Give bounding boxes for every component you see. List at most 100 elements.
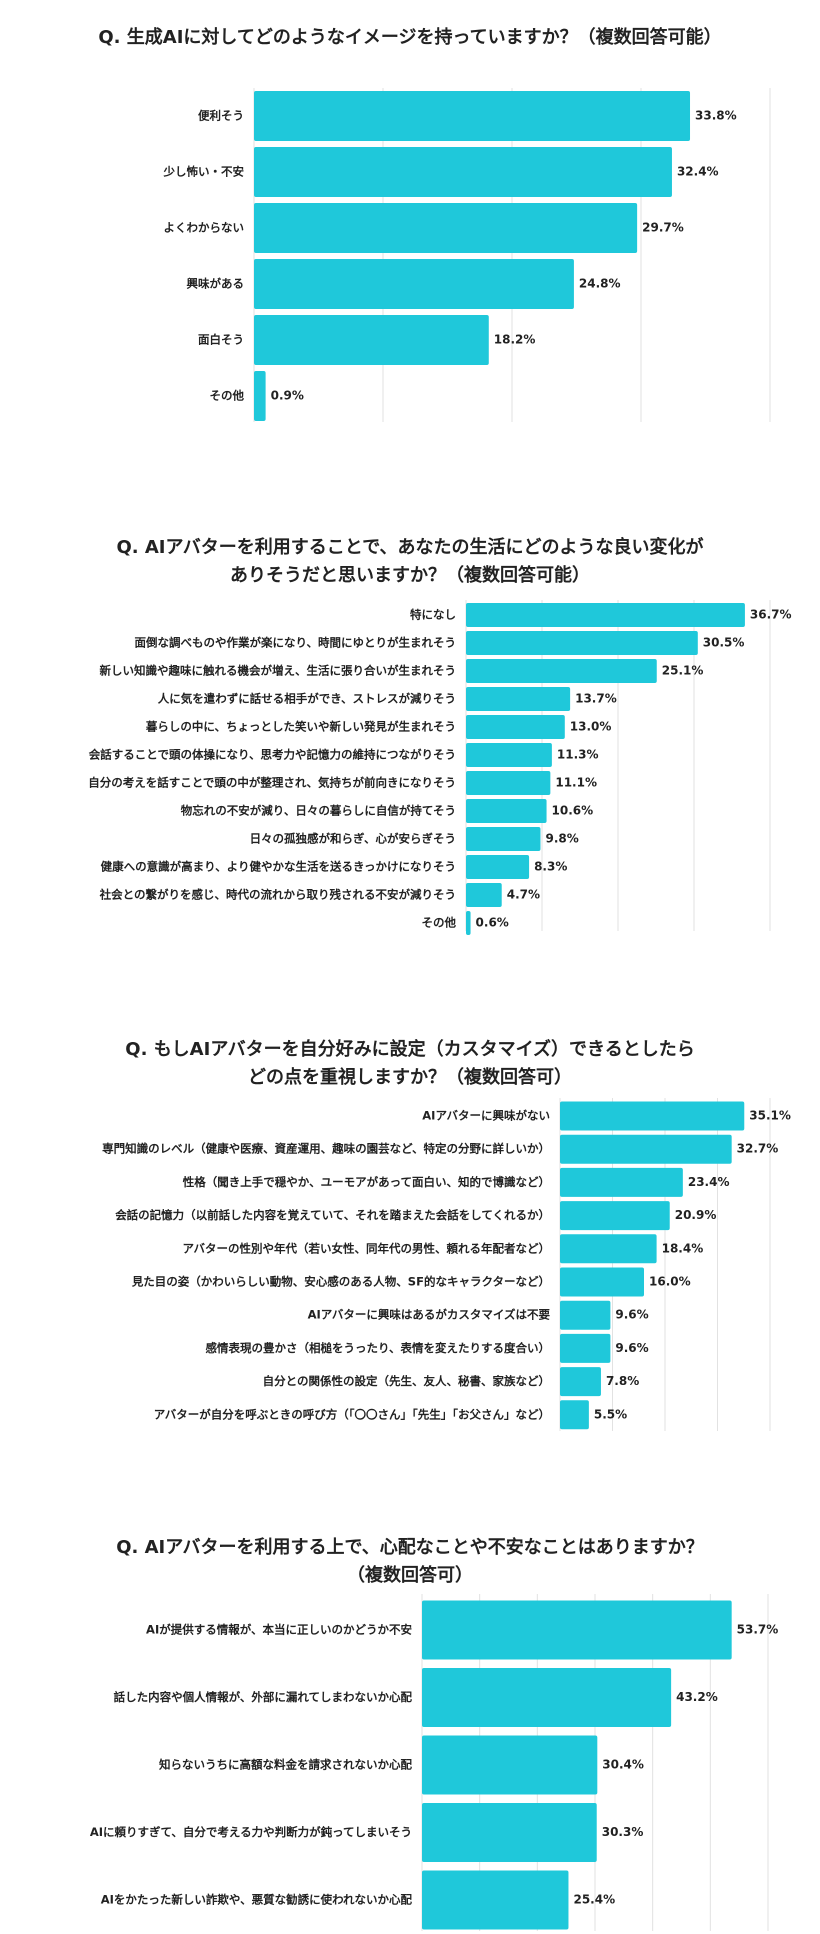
bar xyxy=(560,1333,611,1363)
bar xyxy=(254,147,672,197)
value-label: 43.2% xyxy=(676,1690,718,1704)
value-label: 30.5% xyxy=(703,636,745,650)
category-label: アバターの性別や年代（若い女性、同年代の男性、頼れる年配者など） xyxy=(182,1241,550,1255)
chart-title: Q. もしAIアバターを自分好みに設定（カスタマイズ）できるとしたら xyxy=(125,1038,694,1060)
category-label: その他 xyxy=(422,916,457,930)
value-label: 25.4% xyxy=(573,1893,615,1907)
bar xyxy=(466,743,552,767)
bar xyxy=(466,715,565,739)
value-label: 32.4% xyxy=(677,165,719,179)
bar xyxy=(422,1668,672,1727)
category-label: 自分の考えを話すことで頭の中が整理され、気持ちが前向きになりそう xyxy=(88,776,456,790)
bar xyxy=(560,1300,611,1330)
value-label: 4.7% xyxy=(507,888,540,902)
value-label: 9.8% xyxy=(545,832,578,846)
bar xyxy=(560,1101,745,1131)
bar xyxy=(466,799,547,823)
category-label: AIに頼りすぎて、自分で考える力や判断力が鈍ってしまいそう xyxy=(90,1825,412,1839)
bar xyxy=(422,1600,732,1660)
category-label: 専門知識のレベル（健康や医療、資産運用、趣味の園芸など、特定の分野に詳しいか） xyxy=(102,1142,550,1156)
value-label: 18.4% xyxy=(662,1241,704,1255)
value-label: 33.8% xyxy=(695,109,737,123)
bar xyxy=(466,659,657,683)
bar xyxy=(560,1167,683,1197)
chart-title: ありそうだと思いますか？（複数回答可能） xyxy=(230,564,590,586)
bar xyxy=(466,771,551,795)
category-label: 会話の記憶力（以前話した内容を覚えていて、それを踏まえた会話をしてくれるか） xyxy=(114,1208,550,1222)
value-label: 30.3% xyxy=(602,1825,644,1839)
bar xyxy=(466,827,541,851)
value-label: 18.2% xyxy=(494,333,536,347)
category-label: 面白そう xyxy=(198,333,244,347)
category-label: 興味がある xyxy=(187,277,245,291)
value-label: 9.6% xyxy=(615,1341,648,1355)
value-label: 0.6% xyxy=(476,916,509,930)
value-label: 36.7% xyxy=(750,608,792,622)
bar xyxy=(254,203,638,253)
bar xyxy=(560,1367,601,1397)
value-label: 5.5% xyxy=(594,1407,627,1421)
value-label: 30.4% xyxy=(602,1758,644,1772)
value-label: 23.4% xyxy=(688,1175,730,1189)
chart-title: （複数回答可） xyxy=(347,1564,473,1586)
bar xyxy=(466,631,698,655)
value-label: 29.7% xyxy=(642,221,684,235)
bar xyxy=(254,371,266,421)
category-label: 知らないうちに高額な料金を請求されないか心配 xyxy=(158,1758,412,1772)
bar xyxy=(466,883,502,907)
chart-title: Q. 生成AIに対してどのようなイメージを持っていますか？（複数回答可能） xyxy=(98,26,721,48)
bar xyxy=(466,911,471,935)
bar xyxy=(422,1735,598,1795)
category-label: 健康への意識が高まり、より健やかな生活を送るきっかけになりそう xyxy=(101,860,456,874)
category-label: 人に気を遣わずに話せる相手ができ、ストレスが減りそう xyxy=(158,692,456,706)
bar xyxy=(560,1400,589,1430)
category-label: 便利そう xyxy=(198,109,244,123)
category-label: 会話することで頭の体操になり、思考力や記憶力の維持につながりそう xyxy=(88,748,456,762)
chart-title: Q. AIアバターを利用する上で、心配なことや不安なことはありますか？ xyxy=(116,1536,704,1558)
value-label: 20.9% xyxy=(675,1208,717,1222)
bar xyxy=(422,1870,569,1930)
bar xyxy=(254,91,691,141)
value-label: 10.6% xyxy=(552,804,594,818)
value-label: 13.7% xyxy=(575,692,617,706)
value-label: 7.8% xyxy=(606,1374,639,1388)
value-label: 13.0% xyxy=(570,720,612,734)
category-label: 性格（聞き上手で穏やか、ユーモアがあって面白い、知的で博識など） xyxy=(183,1175,550,1189)
bar xyxy=(560,1201,670,1231)
category-label: 見た目の姿（かわいらしい動物、安心感のある人物、SF的なキャラクターなど） xyxy=(131,1275,550,1289)
category-label: 新しい知識や趣味に触れる機会が増え、生活に張り合いが生まれそう xyxy=(100,664,457,678)
category-label: 少し怖い・不安 xyxy=(163,165,245,179)
category-label: よくわからない xyxy=(164,221,245,235)
bar xyxy=(560,1134,732,1164)
category-label: 特になし xyxy=(410,608,456,622)
category-label: 暮らしの中に、ちょっとした笑いや新しい発見が生まれそう xyxy=(145,720,456,734)
category-label: AIアバターに興味がない xyxy=(422,1109,550,1123)
value-label: 8.3% xyxy=(534,860,567,874)
value-label: 0.9% xyxy=(271,389,304,403)
category-label: AIをかたった新しい詐欺や、悪質な勧誘に使われないか心配 xyxy=(101,1893,413,1907)
bar xyxy=(466,687,571,711)
value-label: 11.3% xyxy=(557,748,599,762)
category-label: 自分との関係性の設定（先生、友人、秘書、家族など） xyxy=(263,1374,550,1388)
category-label: 物忘れの不安が減り、日々の暮らしに自信が持てそう xyxy=(181,804,456,818)
value-label: 16.0% xyxy=(649,1275,691,1289)
category-label: 社会との繋がりを感じ、時代の流れから取り残される不安が減りそう xyxy=(99,888,456,902)
value-label: 32.7% xyxy=(737,1142,779,1156)
bar xyxy=(466,855,530,879)
bar xyxy=(466,603,745,627)
chart-title: どの点を重視しますか？（複数回答可） xyxy=(248,1066,572,1088)
chart-title: Q. AIアバターを利用することで、あなたの生活にどのような良い変化が xyxy=(116,536,703,558)
category-label: 感情表現の豊かさ（相槌をうったり、表情を変えたりする度合い） xyxy=(205,1341,550,1355)
value-label: 9.6% xyxy=(615,1308,648,1322)
value-label: 24.8% xyxy=(579,277,621,291)
value-label: 53.7% xyxy=(737,1623,779,1637)
category-label: 話した内容や個人情報が、外部に漏れてしまわないか心配 xyxy=(114,1690,413,1704)
value-label: 35.1% xyxy=(749,1109,791,1123)
value-label: 11.1% xyxy=(555,776,597,790)
bar xyxy=(560,1234,657,1264)
category-label: AIアバターに興味はあるがカスタマイズは不要 xyxy=(308,1308,551,1322)
bar xyxy=(560,1267,644,1297)
bar xyxy=(254,259,574,309)
category-label: その他 xyxy=(210,389,245,403)
